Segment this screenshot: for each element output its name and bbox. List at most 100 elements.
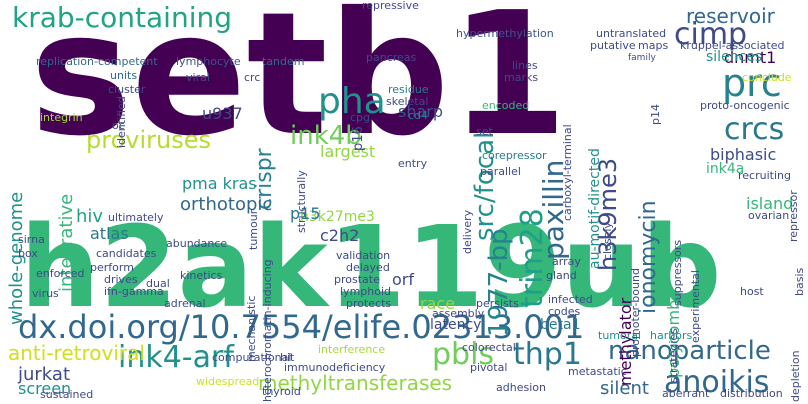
word-ultimately: ultimately	[108, 211, 164, 224]
word-conclude: conclude	[742, 71, 792, 84]
word-sustained: sustained	[40, 388, 94, 401]
word-p14: p14	[649, 104, 662, 125]
word-protects: protects	[346, 297, 392, 310]
word-latency: latency	[430, 317, 482, 333]
word-ovarian: ovarian	[748, 209, 790, 222]
word-structurally: structurally	[295, 170, 308, 233]
word-persists: persists	[476, 297, 519, 310]
word-tumour: tumour	[247, 209, 260, 250]
word-cimp: cimp	[674, 17, 748, 52]
word-assembly: assembly	[432, 307, 485, 320]
word-doi: dx.doi.org/10.7554/elife.02313.001	[18, 308, 585, 346]
word-pancreas: pancreas	[366, 51, 417, 64]
word-validation: validation	[336, 249, 391, 262]
word-adhesion: adhesion	[496, 381, 546, 394]
word-jurkat: jurkat	[18, 364, 71, 385]
word-biphasic: biphasic	[710, 145, 777, 164]
word-beta1: beta1	[540, 317, 581, 333]
word-ink4-arf: ink4-arf	[118, 340, 234, 375]
word-cluster: cluster	[108, 83, 146, 96]
word-hit: hit	[280, 351, 295, 364]
word-experimental: experimental	[689, 270, 702, 343]
word-integrin: integrin	[40, 111, 83, 124]
word-hypermethylation: hypermethylation	[456, 27, 554, 40]
word-delayed: delayed	[346, 261, 390, 274]
word-atlas: atlas	[90, 224, 129, 243]
word-skeletal: skeletal	[386, 95, 429, 108]
word-tandem: tandem	[262, 55, 305, 68]
word-pivotal: pivotal	[470, 361, 508, 374]
word-immunodeficiency: immunodeficiency	[284, 361, 386, 374]
word-orthotopic: orthotopic	[180, 194, 273, 215]
word-corepressor: corepressor	[482, 149, 547, 162]
word-depletion: depletion	[789, 350, 802, 402]
word-distribution: distribution	[720, 387, 783, 400]
word-anti-retroviral: anti-retroviral	[8, 341, 145, 365]
word-heterochromatin-inducing: heterochromatin-inducing	[261, 259, 274, 402]
word-metastatic: metastatic	[568, 365, 627, 378]
word-sirna: sirna	[18, 233, 45, 246]
word-screen: screen	[18, 379, 72, 398]
word-race: race	[420, 294, 456, 313]
word-largest: largest	[320, 142, 376, 161]
word-candidates: candidates	[96, 247, 157, 260]
word-krab-containing: krab-containing	[12, 1, 232, 34]
word-pha: pha	[318, 81, 386, 122]
word-closely: closely	[601, 222, 614, 260]
word-enforced: enforced	[36, 267, 85, 280]
word-proto-oncogenic: proto-oncogenic	[700, 99, 790, 112]
word-ink4a: ink4a	[706, 161, 745, 177]
word-strategies: strategies	[667, 328, 680, 383]
word-residue: residue	[388, 83, 429, 96]
word-repressive: repressive	[362, 0, 419, 12]
word-crcs: crcs	[724, 112, 785, 147]
word-units: units	[110, 69, 138, 82]
word-widespread: widespread	[196, 375, 260, 388]
word-computational: computational	[212, 351, 292, 364]
word-h2ak119ub: h2ak119ub	[20, 203, 722, 333]
word-host: host	[740, 285, 764, 298]
word-abundance: abundance	[166, 237, 228, 250]
word-aberrant: aberrant	[662, 387, 710, 400]
word-lymphocyte: lymphocyte	[176, 55, 241, 68]
word-proviruses: proviruses	[86, 126, 211, 154]
word-h3k27me3: h3k27me3	[300, 209, 375, 225]
word-kinetics: kinetics	[180, 269, 223, 282]
word-basis: basis	[793, 267, 806, 296]
word-au-motif-directed: au-motif-directed	[587, 148, 603, 269]
word-drives: drives	[104, 273, 138, 286]
word-reservoir: reservoir	[686, 4, 775, 28]
word-setb1: setb1	[30, 0, 568, 174]
word-anoikis: anoikis	[664, 365, 770, 400]
word-array: array	[552, 255, 581, 268]
word-colorectal: colorectal	[462, 341, 516, 354]
word-pbls: pbls	[432, 337, 495, 372]
word-prc: prc	[722, 61, 782, 105]
word-methyltransferases: methyltransferases	[258, 371, 453, 395]
word-maps: maps	[638, 39, 669, 52]
word-replication-competent: replication-competent	[36, 55, 158, 68]
word-box: box	[18, 247, 38, 260]
word-delivery: delivery	[461, 209, 474, 254]
word-p16: p16	[351, 126, 366, 151]
word-oc: oc	[112, 119, 125, 132]
word-codes: codes	[548, 305, 581, 318]
word-nanoparticle: nanoparticle	[608, 336, 771, 366]
word-hiv: hiv	[76, 206, 104, 227]
word-viral: viral	[186, 71, 210, 84]
word-set: set	[476, 125, 493, 138]
word-entry: entry	[398, 157, 428, 170]
word-untranslated: untranslated	[596, 27, 667, 40]
word-interference: interference	[318, 343, 386, 356]
word-family: family	[628, 53, 656, 63]
word-suppressors: suppressors	[671, 239, 684, 306]
word-pma-kras: pma kras	[182, 174, 257, 193]
word-prostate: prostate	[334, 273, 380, 286]
word-marks: marks	[504, 71, 539, 84]
word-c2h2: c2h2	[320, 226, 360, 245]
word-encoded: encoded	[482, 99, 530, 112]
word-p15: p15	[290, 204, 321, 223]
word-carboxyl-terminal: carboxyl-terminal	[561, 124, 574, 221]
word-dnmt1: dnmt1	[724, 48, 777, 67]
